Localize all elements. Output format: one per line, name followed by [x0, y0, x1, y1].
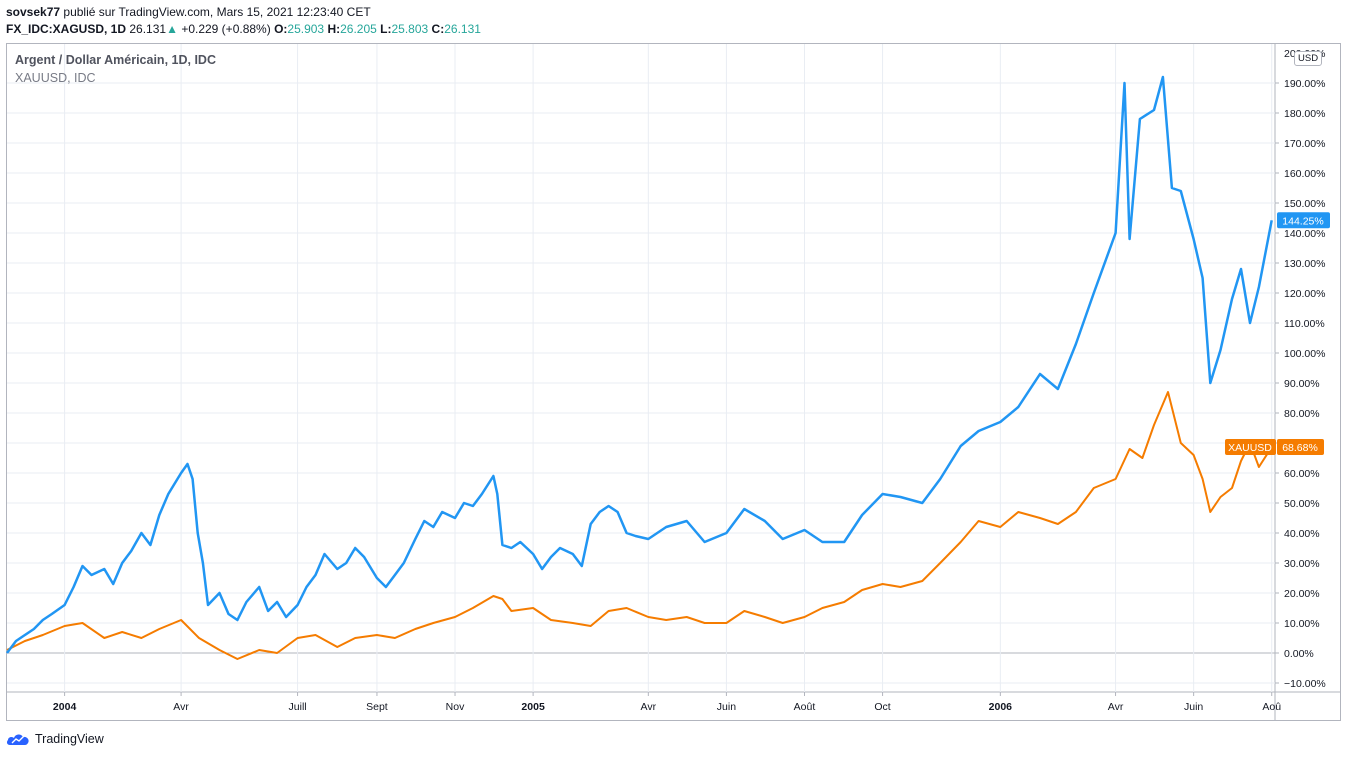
footer-brand[interactable]: TradingView [6, 732, 104, 746]
gold-name-text: XAUUSD [1228, 442, 1272, 454]
y-tick-label: 0.00% [1284, 648, 1314, 660]
x-tick-label: Juin [717, 701, 736, 713]
price-change: +0.229 (+0.88%) [181, 22, 271, 36]
legend-compare-symbol[interactable]: XAUUSD, IDC [15, 71, 96, 85]
x-tick-label: Sept [366, 701, 388, 713]
gold-last-value-text: 68.68% [1282, 442, 1318, 454]
y-tick-label: 150.00% [1284, 198, 1325, 210]
y-tick-label: 10.00% [1284, 618, 1320, 630]
y-tick-label: 110.00% [1284, 318, 1325, 330]
y-tick-label: 60.00% [1284, 468, 1320, 480]
open-value: 25.903 [287, 22, 325, 36]
high-value: 26.205 [340, 22, 377, 36]
y-tick-label: 120.00% [1284, 288, 1325, 300]
silver-last-value-text: 144.25% [1282, 215, 1323, 227]
x-tick-label: 2006 [989, 701, 1013, 713]
y-tick-label: 180.00% [1284, 108, 1325, 120]
x-tick-label: Juill [289, 701, 307, 713]
x-tick-label: Août [794, 701, 816, 713]
gold-series-line [6, 391, 1273, 660]
high-label: H: [327, 22, 341, 36]
y-tick-label: 80.00% [1284, 408, 1320, 420]
x-tick-label: Aoû [1262, 701, 1281, 713]
close-value: 26.131 [444, 22, 481, 36]
y-tick-label: 170.00% [1284, 138, 1325, 150]
publish-info: sovsek77 publié sur TradingView.com, Mar… [6, 5, 371, 19]
legend-title[interactable]: Argent / Dollar Américain, 1D, IDC [15, 53, 216, 67]
y-tick-label: 160.00% [1284, 168, 1325, 180]
price-axis: −10.00% 0.00% 10.00% 20.00% 30.00% 40.00% 50.0… [1275, 48, 1326, 690]
low-label: L: [380, 22, 392, 36]
series-lines [6, 75, 1273, 660]
x-tick-label: 2005 [521, 701, 545, 713]
grid-lines [7, 44, 1340, 721]
last-price: 26.131 [129, 22, 167, 36]
y-tick-label: 140.00% [1284, 228, 1325, 240]
author-name[interactable]: sovsek77 [6, 5, 61, 19]
up-arrow-icon: ▲ [166, 22, 178, 36]
currency-badge[interactable]: USD [1294, 51, 1323, 66]
y-tick-label: 30.00% [1284, 558, 1320, 570]
y-tick-label: 100.00% [1284, 348, 1325, 360]
low-value: 25.803 [391, 22, 429, 36]
silver-last-value-badge [1277, 212, 1330, 229]
open-label: O: [274, 22, 288, 36]
ohlc-bar: FX_IDC:XAGUSD, 1D 26.131▲ +0.229 (+0.88%… [6, 22, 481, 36]
tradingview-brand-text: TradingView [35, 732, 104, 746]
y-tick-label: 40.00% [1284, 528, 1320, 540]
x-tick-label: Avr [641, 701, 657, 713]
y-tick-label: 50.00% [1284, 498, 1320, 510]
tradingview-cloud-icon [6, 734, 29, 745]
silver-series-line [6, 75, 1273, 654]
y-tick-label: 20.00% [1284, 588, 1320, 600]
chart-frame[interactable] [6, 43, 1341, 721]
y-tick-label: 190.00% [1284, 78, 1325, 90]
x-tick-label: Juin [1184, 701, 1203, 713]
publish-text: publié sur TradingView.com, Mars 15, 202… [63, 5, 371, 19]
time-axis: 2004 Avr Juill Sept Nov 2005 Avr Juin Août Oct 200… [53, 692, 1281, 713]
gold-last-value-badge [1277, 438, 1324, 455]
last-value-labels: 144.25% XAUUSD 68.68% [1225, 212, 1330, 455]
y-tick-label: 130.00% [1284, 258, 1325, 270]
x-tick-label: Nov [446, 701, 465, 713]
y-tick-label: −10.00% [1284, 678, 1326, 690]
x-tick-label: Avr [1108, 701, 1124, 713]
y-tick-label: 90.00% [1284, 378, 1320, 390]
close-label: C: [431, 22, 445, 36]
symbol-label: FX_IDC:XAGUSD, 1D [6, 22, 127, 36]
gold-name-badge [1225, 438, 1276, 455]
x-tick-label: Oct [874, 701, 890, 713]
x-tick-label: Avr [173, 701, 189, 713]
x-tick-label: 2004 [53, 701, 77, 713]
